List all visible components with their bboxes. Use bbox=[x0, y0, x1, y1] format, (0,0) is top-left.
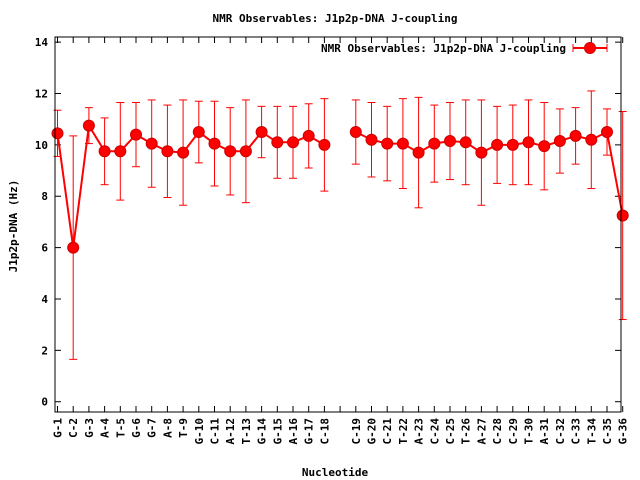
legend: NMR Observables: J1p2p-DNA J-coupling bbox=[321, 42, 608, 55]
data-point bbox=[538, 140, 551, 153]
x-tick-label: C-11 bbox=[209, 418, 222, 445]
x-tick-label: T-26 bbox=[460, 418, 473, 445]
x-tick-label: G-15 bbox=[271, 418, 284, 445]
data-point bbox=[412, 146, 425, 159]
y-tick-label: 0 bbox=[41, 396, 48, 409]
data-point bbox=[287, 136, 299, 149]
x-tick-label: C-18 bbox=[318, 418, 331, 445]
data-point bbox=[130, 128, 142, 141]
data-point bbox=[491, 138, 504, 151]
x-tick-label: A-27 bbox=[475, 418, 488, 445]
series-line-segment bbox=[355, 130, 624, 216]
series-line bbox=[56, 122, 624, 248]
x-tick-label: C-29 bbox=[507, 418, 520, 445]
x-tick-label: C-35 bbox=[601, 418, 614, 445]
x-tick-label: A-12 bbox=[224, 418, 237, 445]
y-axis: 0 2 4 6 8 10 12 14 bbox=[35, 36, 621, 409]
data-point bbox=[444, 135, 456, 148]
data-point bbox=[161, 145, 174, 158]
data-point bbox=[114, 145, 127, 158]
y-tick-label: 8 bbox=[41, 190, 48, 203]
plot-frame bbox=[54, 36, 622, 413]
x-tick-label: C-28 bbox=[491, 418, 504, 445]
x-tick-label: T-30 bbox=[523, 418, 536, 445]
x-tick-label: T-34 bbox=[585, 418, 598, 445]
x-tick-label: G-20 bbox=[366, 418, 379, 445]
x-tick-label: T-5 bbox=[114, 418, 127, 438]
x-tick-label: C-33 bbox=[570, 418, 583, 445]
data-point bbox=[82, 119, 95, 132]
y-tick-label: 4 bbox=[41, 293, 48, 306]
y-tick-label: 6 bbox=[41, 242, 48, 255]
y-tick-label: 14 bbox=[35, 36, 49, 49]
x-tick-label: G-10 bbox=[193, 418, 206, 445]
legend-marker bbox=[584, 42, 596, 54]
y-tick-label: 2 bbox=[41, 344, 48, 357]
x-tick-label: T-13 bbox=[240, 418, 253, 445]
data-point bbox=[51, 127, 64, 140]
x-tick-label: T-22 bbox=[397, 418, 410, 445]
data-points bbox=[51, 119, 629, 254]
x-tick-label: C-21 bbox=[381, 418, 394, 445]
x-tick-label: T-9 bbox=[177, 418, 190, 438]
data-point bbox=[224, 145, 237, 158]
series-line-segment bbox=[56, 122, 325, 248]
data-point bbox=[271, 136, 284, 149]
x-tick-label: A-16 bbox=[287, 418, 300, 445]
data-point bbox=[208, 137, 221, 150]
y-axis-label: J1p2p-DNA (Hz) bbox=[7, 180, 20, 273]
data-point bbox=[349, 126, 362, 139]
data-point bbox=[365, 133, 378, 146]
data-point bbox=[145, 137, 158, 150]
data-point bbox=[475, 146, 488, 159]
data-point bbox=[428, 137, 441, 150]
data-point bbox=[601, 126, 613, 139]
legend-label: NMR Observables: J1p2p-DNA J-coupling bbox=[321, 42, 566, 55]
x-tick-label: G-36 bbox=[617, 418, 630, 445]
x-tick-label: C-32 bbox=[554, 418, 567, 445]
x-tick-label: A-4 bbox=[99, 418, 112, 438]
data-point bbox=[67, 241, 80, 254]
x-tick-label: C-25 bbox=[444, 418, 457, 445]
data-point bbox=[616, 209, 629, 222]
data-point bbox=[553, 135, 566, 148]
y-tick-label: 10 bbox=[35, 139, 48, 152]
data-point bbox=[585, 133, 598, 146]
x-tick-label: G-7 bbox=[146, 418, 159, 438]
data-point bbox=[255, 126, 268, 139]
data-point bbox=[381, 137, 394, 150]
x-axis: G-1 C-2 G-3 A-4 T-5 G-6 G-7 A-8 T-9 G-10 C-11 A-12 T… bbox=[52, 37, 630, 445]
x-tick-label: G-3 bbox=[83, 418, 96, 438]
data-point bbox=[302, 129, 315, 142]
x-tick-label: C-2 bbox=[67, 418, 80, 438]
chart-title: NMR Observables: J1p2p-DNA J-coupling bbox=[212, 12, 457, 25]
x-tick-label: A-8 bbox=[161, 418, 174, 438]
x-tick-label: C-19 bbox=[350, 418, 363, 445]
y-tick-label: 12 bbox=[35, 88, 48, 101]
x-tick-label: C-24 bbox=[428, 418, 441, 445]
data-point bbox=[98, 145, 111, 158]
x-tick-label: G-6 bbox=[130, 418, 143, 438]
x-tick-label: A-31 bbox=[538, 418, 551, 445]
data-point bbox=[192, 126, 205, 139]
x-tick-label: G-17 bbox=[303, 418, 316, 445]
data-point bbox=[459, 136, 472, 149]
data-point bbox=[396, 137, 409, 150]
x-axis-label: Nucleotide bbox=[302, 466, 369, 479]
data-point bbox=[239, 145, 252, 158]
data-point bbox=[522, 136, 535, 149]
data-point bbox=[318, 138, 331, 151]
data-point bbox=[506, 138, 519, 151]
x-tick-label: A-23 bbox=[413, 418, 426, 445]
x-tick-label: G-14 bbox=[256, 418, 269, 445]
x-tick-label: G-1 bbox=[52, 418, 65, 438]
data-point bbox=[569, 129, 582, 142]
data-point bbox=[177, 146, 190, 159]
